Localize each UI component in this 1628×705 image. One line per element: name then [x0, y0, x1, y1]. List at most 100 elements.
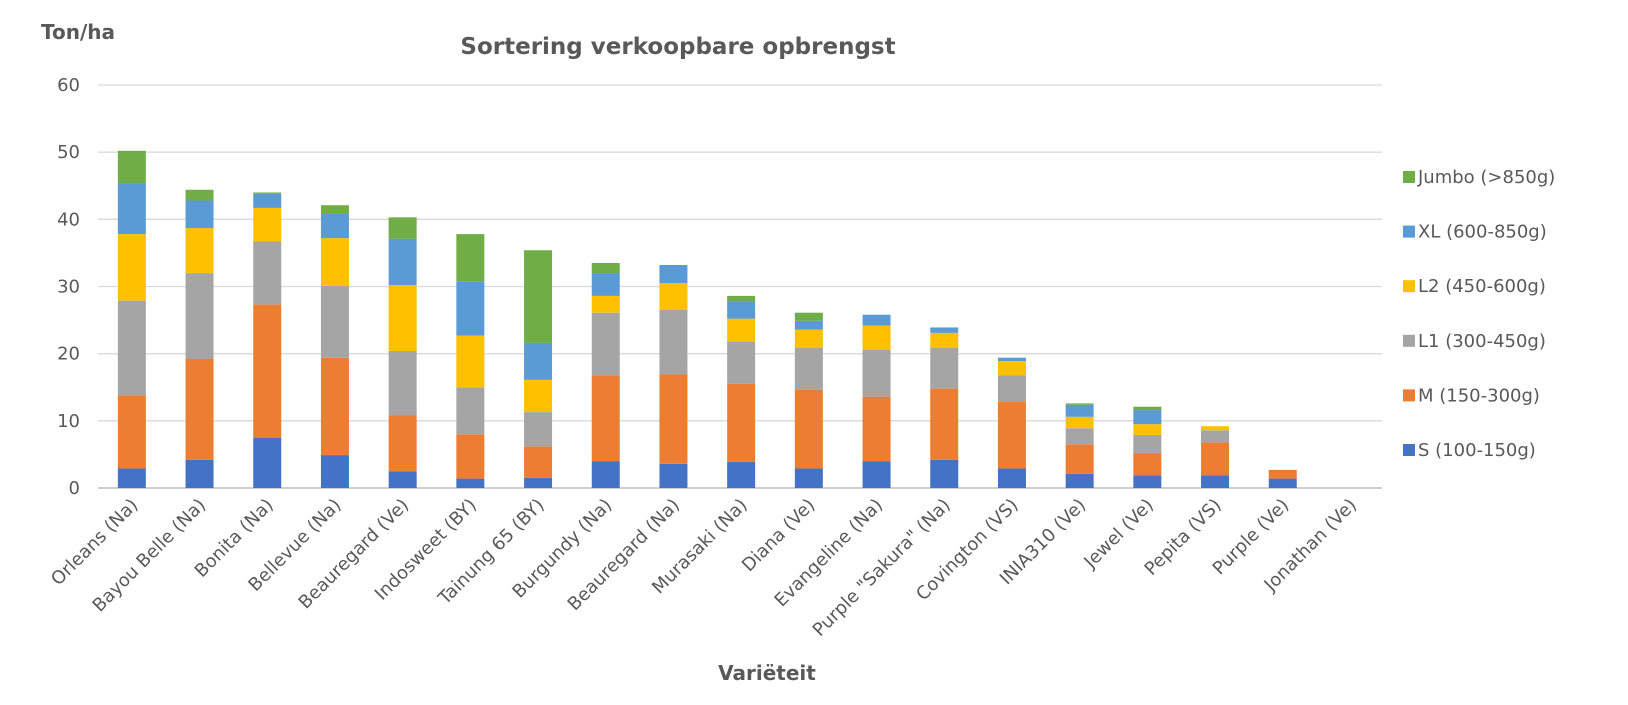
- y-tick-label: 0: [69, 478, 80, 499]
- bar-segment: [794, 389, 823, 469]
- bar-segment: [1201, 426, 1230, 431]
- bar-stack: [1133, 406, 1162, 488]
- bar-segment: [862, 349, 891, 397]
- bar-segment: [862, 396, 891, 462]
- x-axis-ticks: Orleans (Na)Bayou Belle (Na)Bonita (Na)B…: [47, 495, 1361, 641]
- bar-stack: [930, 327, 959, 488]
- bar-segment: [794, 347, 823, 390]
- bar-segment: [524, 477, 553, 488]
- bars: [117, 150, 1297, 488]
- bar-segment: [727, 295, 756, 302]
- bar-segment: [456, 281, 485, 336]
- bar-segment: [1133, 424, 1162, 435]
- bar-segment: [253, 437, 282, 488]
- bar-segment: [1133, 475, 1162, 488]
- bar-segment: [794, 329, 823, 348]
- legend-swatch: [1403, 280, 1415, 293]
- bar-segment: [1065, 473, 1094, 488]
- bar-segment: [659, 463, 688, 488]
- legend-label: L1 (300-450g): [1418, 331, 1546, 352]
- bar-segment: [320, 357, 349, 456]
- bar-segment: [727, 341, 756, 384]
- bar-segment: [388, 217, 417, 239]
- bar-segment: [456, 478, 485, 488]
- y-axis-ticks: 0 10 20 30 40 50 60: [57, 75, 80, 499]
- legend-swatch: [1403, 334, 1415, 347]
- bar-segment: [591, 312, 620, 376]
- bar-segment: [185, 273, 214, 360]
- x-axis-title: Variëteit: [718, 661, 816, 685]
- bar-segment: [117, 395, 146, 469]
- bar-segment: [1133, 434, 1162, 454]
- bar-segment: [524, 250, 553, 343]
- bar-segment: [185, 200, 214, 229]
- bar-segment: [997, 375, 1026, 402]
- bar-segment: [320, 213, 349, 239]
- bar-segment: [320, 455, 349, 488]
- legend-item: XL (600-850g): [1403, 222, 1547, 243]
- bar-segment: [117, 468, 146, 488]
- y-axis-title: Ton/ha: [41, 20, 115, 44]
- bar-segment: [1133, 406, 1162, 411]
- bar-segment: [727, 383, 756, 462]
- legend-label: Jumbo (>850g): [1417, 167, 1555, 188]
- legend-swatch: [1403, 171, 1415, 183]
- bar-segment: [320, 285, 349, 358]
- legend-label: XL (600-850g): [1418, 222, 1547, 243]
- bar-segment: [727, 301, 756, 319]
- bar-segment: [253, 304, 282, 438]
- bar-segment: [591, 375, 620, 462]
- bar-segment: [524, 446, 553, 478]
- y-tick-label: 50: [57, 142, 80, 163]
- bar-segment: [1201, 442, 1230, 476]
- bar-segment: [388, 415, 417, 472]
- bar-segment: [185, 459, 214, 488]
- legend-item: L1 (300-450g): [1403, 331, 1546, 352]
- bar-segment: [1133, 410, 1162, 425]
- bar-stack: [388, 217, 417, 488]
- legend-label: L2 (450-600g): [1418, 276, 1546, 297]
- legend: Jumbo (>850g) XL (600-850g) L2 (450-600g) L…: [1403, 167, 1555, 461]
- bar-segment: [930, 347, 959, 389]
- bar-segment: [930, 332, 959, 348]
- x-tick-label: Purple "Sakura" (Na): [809, 495, 955, 641]
- legend-swatch: [1403, 389, 1415, 402]
- bar-segment: [727, 318, 756, 342]
- bar-segment: [253, 193, 282, 208]
- y-tick-label: 40: [57, 209, 80, 230]
- bar-segment: [253, 241, 282, 305]
- bar-segment: [524, 412, 553, 447]
- bar-segment: [794, 312, 823, 321]
- x-tick-label: Bayou Belle (Na): [89, 495, 211, 617]
- legend-swatch: [1403, 444, 1415, 456]
- bar-stack: [591, 262, 620, 488]
- bar-segment: [1065, 428, 1094, 445]
- bar-segment: [794, 320, 823, 330]
- legend-item: L2 (450-600g): [1403, 276, 1546, 297]
- bar-segment: [862, 314, 891, 326]
- bar-segment: [185, 189, 214, 201]
- bar-segment: [659, 283, 688, 311]
- bar-segment: [659, 310, 688, 375]
- bar-stack: [253, 192, 282, 488]
- bar-stack: [1268, 469, 1297, 488]
- bar-stack: [862, 314, 891, 488]
- bar-stack: [1065, 403, 1094, 488]
- bar-segment: [456, 335, 485, 388]
- bar-segment: [524, 379, 553, 413]
- bar-segment: [185, 228, 214, 274]
- bar-segment: [117, 183, 146, 235]
- bar-segment: [1268, 469, 1297, 479]
- bar-stack: [1201, 426, 1230, 488]
- bar-segment: [1133, 453, 1162, 476]
- legend-label: M (150-300g): [1418, 385, 1540, 406]
- y-tick-label: 10: [57, 411, 80, 432]
- legend-item: S (100-150g): [1403, 440, 1536, 461]
- bar-stack: [117, 150, 146, 488]
- bar-segment: [456, 234, 485, 282]
- bar-segment: [930, 459, 959, 488]
- legend-swatch: [1403, 225, 1415, 238]
- bar-stack: [794, 312, 823, 488]
